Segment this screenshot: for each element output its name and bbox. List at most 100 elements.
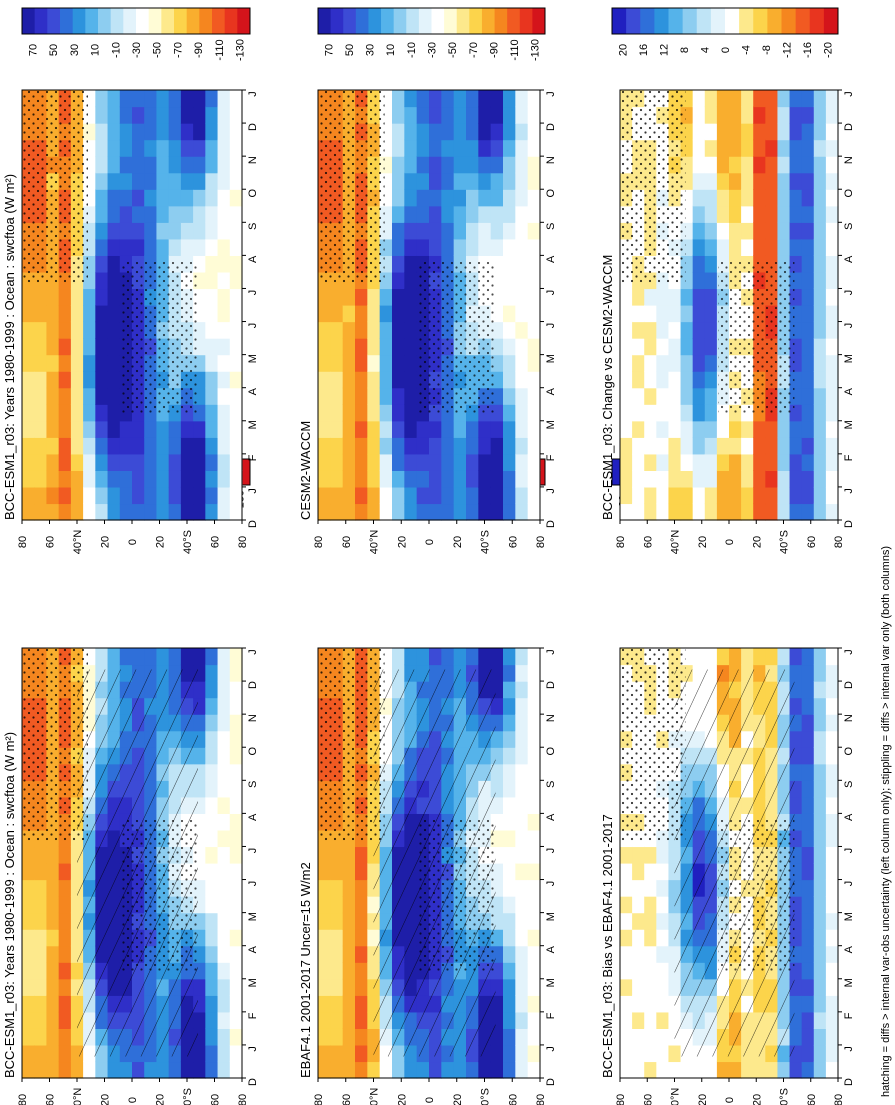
heatmap-cell xyxy=(156,437,170,455)
heatmap-cell xyxy=(193,503,206,521)
heatmap-cell xyxy=(379,1061,393,1079)
heatmap-cell xyxy=(668,288,682,306)
heatmap-cell xyxy=(132,437,145,455)
heatmap-cell xyxy=(193,486,206,505)
heatmap-cell xyxy=(392,222,405,240)
heatmap-cell xyxy=(490,503,504,521)
colorbar-swatch xyxy=(418,8,432,34)
heatmap-cell xyxy=(229,995,243,1013)
heatmap-cell xyxy=(801,271,815,290)
heatmap-cell xyxy=(217,846,231,864)
heatmap-cell xyxy=(95,404,109,422)
heatmap-cell xyxy=(132,205,145,223)
heatmap-cell xyxy=(217,338,231,356)
colorbar-swatch xyxy=(823,8,839,34)
heatmap-cell xyxy=(229,305,243,323)
heatmap-cell xyxy=(741,486,754,505)
lat-tick-label: 40°S xyxy=(182,530,194,554)
heatmap-cell xyxy=(367,470,381,488)
heatmap-cell xyxy=(34,420,48,438)
heatmap-cell xyxy=(801,354,815,372)
panel-3: 80 60 40°N 20 0 20 40°S 60 80DJFMAMJJASONDJBCC-E… xyxy=(600,458,855,1105)
heatmap-cell xyxy=(429,470,442,488)
heatmap-cell xyxy=(515,697,529,715)
heatmap-cell xyxy=(156,156,170,174)
heatmap-cell xyxy=(801,205,815,223)
heatmap-cell xyxy=(441,453,455,471)
heatmap-cell xyxy=(318,371,331,389)
heatmap-cell xyxy=(527,453,541,471)
heatmap-cell xyxy=(217,863,231,881)
heatmap-cell xyxy=(330,420,344,438)
heatmap-cell xyxy=(180,238,194,256)
heatmap-cell xyxy=(193,453,206,471)
heatmap-cell xyxy=(825,995,839,1013)
heatmap-cell xyxy=(515,863,529,881)
heatmap-cell xyxy=(180,90,194,108)
heatmap-cell xyxy=(801,747,815,765)
heatmap-cell xyxy=(490,139,504,157)
month-tick-label: D xyxy=(545,123,557,131)
heatmap-cell xyxy=(429,437,442,455)
heatmap-cell xyxy=(825,255,839,273)
heatmap-cell xyxy=(318,879,331,897)
heatmap-cell xyxy=(825,1044,839,1063)
heatmap-cell xyxy=(367,321,381,339)
heatmap-cell xyxy=(741,205,754,223)
heatmap-cell xyxy=(801,763,815,781)
heatmap-cell xyxy=(704,437,718,455)
month-tick-label: M xyxy=(545,420,557,429)
heatmap-cell xyxy=(355,387,368,405)
month-tick-label: A xyxy=(843,255,855,263)
heatmap-cell xyxy=(70,387,84,405)
heatmap-cell xyxy=(34,978,48,996)
heatmap-cell xyxy=(441,1061,455,1079)
heatmap-cell xyxy=(58,995,72,1013)
heatmap-cell xyxy=(205,763,219,781)
heatmap-cell xyxy=(680,437,694,455)
colorbar-swatch xyxy=(186,8,200,34)
colorbar-swatch xyxy=(318,8,332,34)
heatmap-cell xyxy=(217,321,231,339)
heatmap-cell xyxy=(330,896,344,914)
stippling xyxy=(620,90,686,284)
colorbar-label: -10 xyxy=(406,42,418,58)
heatmap-cell xyxy=(34,288,48,306)
heatmap-cell xyxy=(58,503,72,521)
heatmap-cell xyxy=(58,929,72,947)
heatmap-cell xyxy=(813,879,827,897)
heatmap-cell xyxy=(777,172,791,190)
heatmap-cell xyxy=(825,929,839,947)
heatmap-cell xyxy=(503,222,516,240)
heatmap-cell xyxy=(379,305,393,323)
heatmap-cell xyxy=(355,912,368,930)
heatmap-cell xyxy=(205,945,219,963)
heatmap-cell xyxy=(58,1011,72,1029)
heatmap-cell xyxy=(527,879,541,897)
heatmap-cell xyxy=(490,123,504,141)
heatmap-cell xyxy=(620,305,633,323)
heatmap-cell xyxy=(716,420,730,438)
heatmap-cell xyxy=(22,338,35,356)
heatmap-cell xyxy=(503,813,516,831)
hatching xyxy=(77,669,198,1057)
lat-tick-label: 20 xyxy=(100,1094,112,1105)
heatmap-cell xyxy=(379,371,393,389)
heatmap-cell xyxy=(107,222,121,240)
heatmap-cell xyxy=(503,912,516,930)
heatmap-cell xyxy=(355,420,368,438)
heatmap-cell xyxy=(144,420,158,438)
lat-tick-label: 40°S xyxy=(779,1088,791,1105)
heatmap-cell xyxy=(825,305,839,323)
heatmap-cell xyxy=(789,437,803,455)
heatmap-cell xyxy=(813,929,827,947)
heatmap-cell xyxy=(632,470,645,488)
heatmap-cell xyxy=(729,437,742,455)
heatmap-cell xyxy=(825,846,839,864)
heatmap-cell xyxy=(527,697,541,715)
heatmap-cell xyxy=(34,470,48,488)
panel-title: CESM2-WACCM xyxy=(298,421,313,520)
heatmap-cell xyxy=(656,387,670,405)
heatmap-cell xyxy=(34,371,48,389)
heatmap-cell xyxy=(46,978,60,996)
